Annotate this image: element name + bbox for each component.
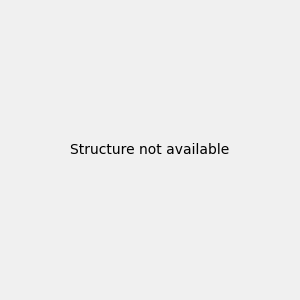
Text: Structure not available: Structure not available [70,143,230,157]
